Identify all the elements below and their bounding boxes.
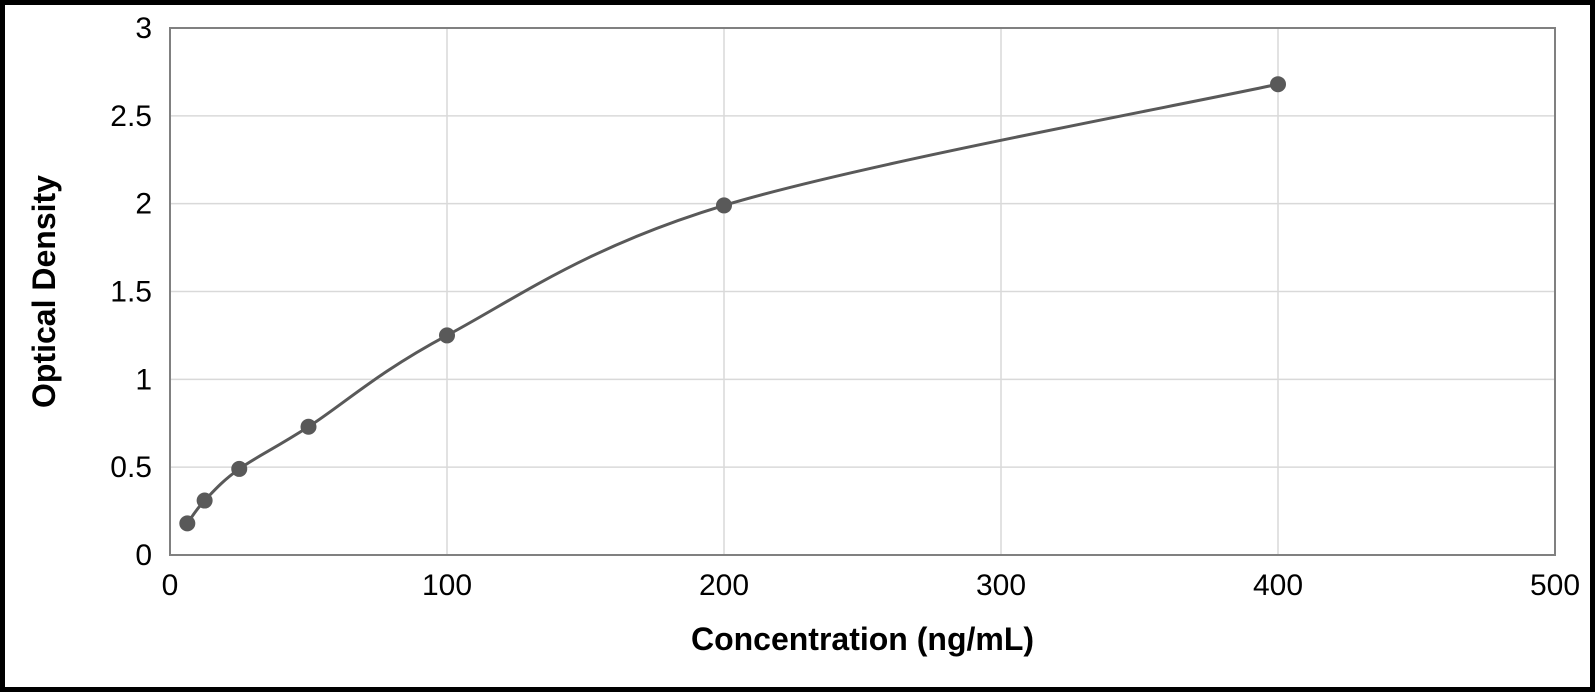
x-tick-label: 300 xyxy=(976,569,1026,602)
y-tick-label: 1 xyxy=(135,363,152,396)
data-marker xyxy=(716,197,732,213)
chart-bg xyxy=(5,5,1590,687)
x-tick-label: 400 xyxy=(1253,569,1303,602)
data-marker xyxy=(197,493,213,509)
y-tick-label: 2.5 xyxy=(110,100,152,133)
y-axis-label: Optical Density xyxy=(26,175,62,408)
x-tick-label: 200 xyxy=(699,569,749,602)
y-tick-label: 3 xyxy=(135,12,152,45)
data-marker xyxy=(439,327,455,343)
chart-svg: 0 100 200 300 400 500 0 0.5 1 1.5 2 2.5 3 Concentrati… xyxy=(5,5,1590,687)
x-axis-label: Concentration (ng/mL) xyxy=(691,621,1034,657)
chart-container: 0 100 200 300 400 500 0 0.5 1 1.5 2 2.5 3 Concentrati… xyxy=(5,5,1590,687)
y-tick-label: 0 xyxy=(135,539,152,572)
y-tick-label: 1.5 xyxy=(110,276,152,309)
data-marker xyxy=(1270,76,1286,92)
data-marker xyxy=(301,419,317,435)
y-tick-label: 0.5 xyxy=(110,451,152,484)
data-marker xyxy=(231,461,247,477)
x-tick-label: 500 xyxy=(1530,569,1580,602)
x-tick-label: 0 xyxy=(162,569,179,602)
data-marker xyxy=(179,515,195,531)
x-tick-label: 100 xyxy=(422,569,472,602)
y-tick-label: 2 xyxy=(135,188,152,221)
chart-outer-frame: 0 100 200 300 400 500 0 0.5 1 1.5 2 2.5 3 Concentrati… xyxy=(0,0,1595,692)
